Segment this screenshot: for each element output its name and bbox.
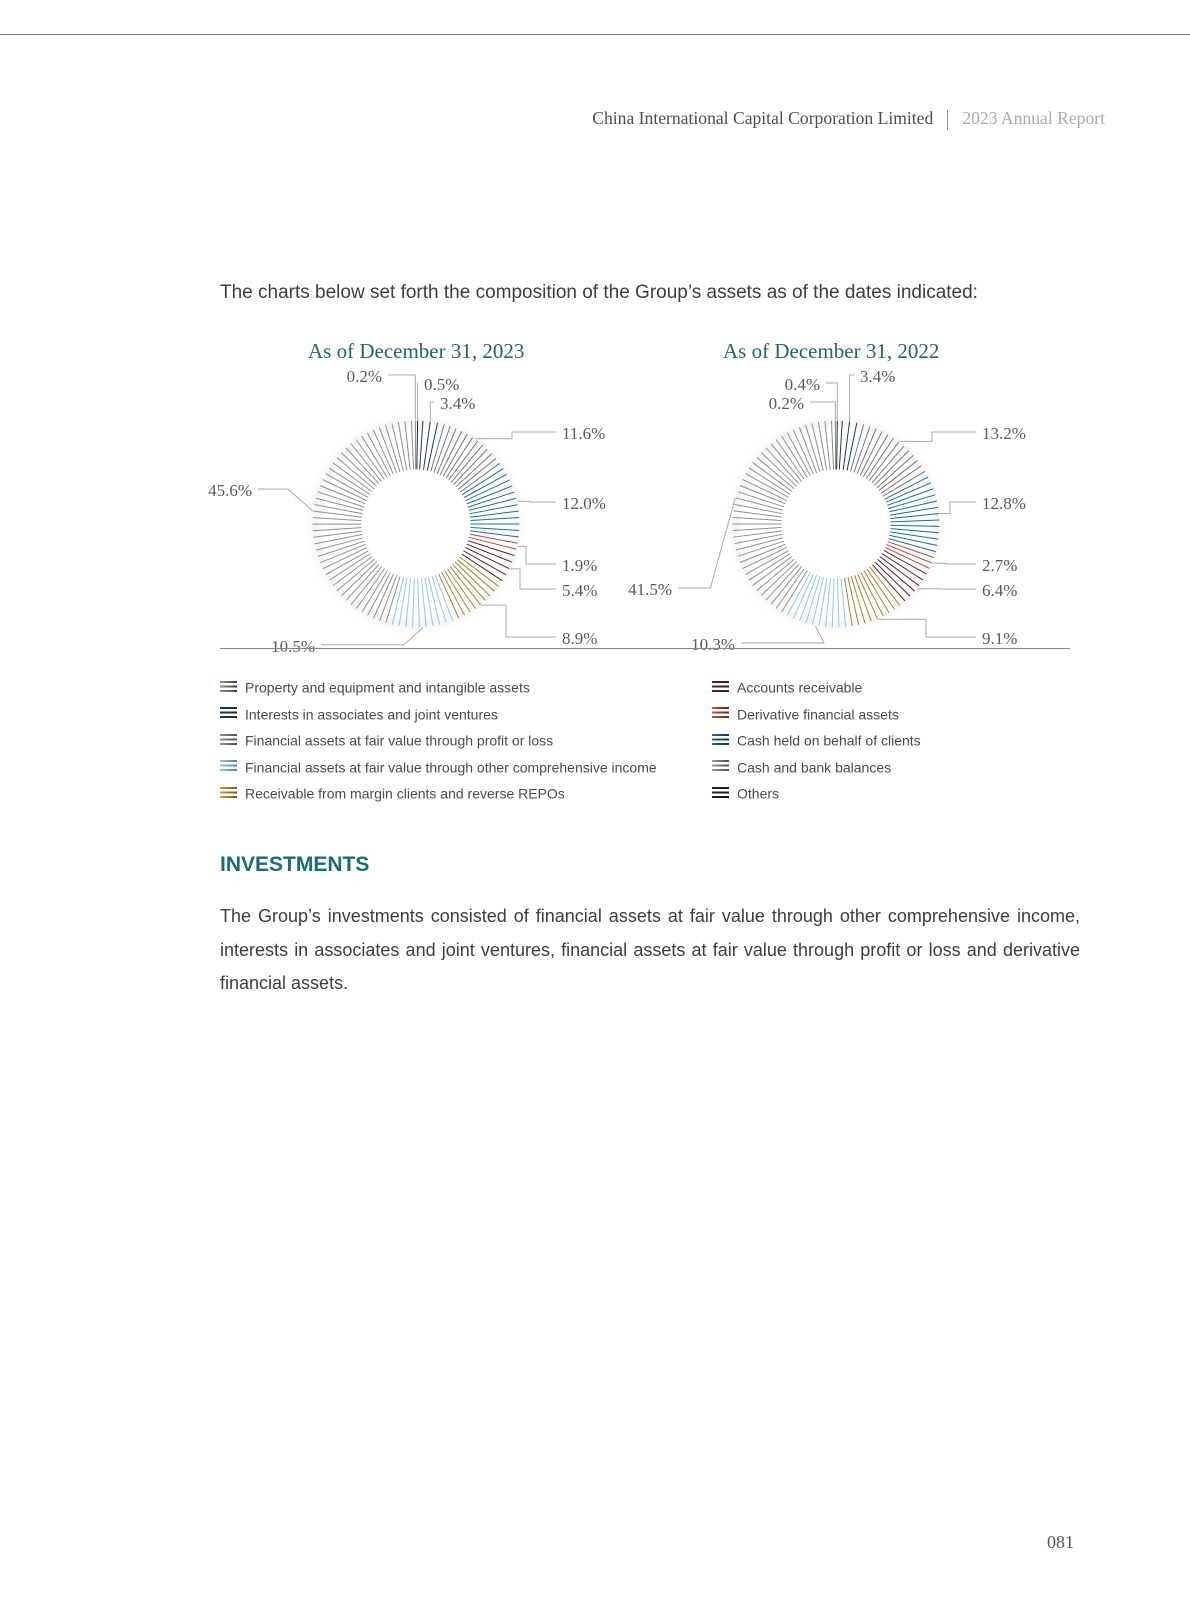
svg-text:1.9%: 1.9% <box>562 556 597 575</box>
svg-text:13.2%: 13.2% <box>982 424 1026 443</box>
svg-text:10.5%: 10.5% <box>271 637 315 656</box>
svg-text:As of December 31, 2022: As of December 31, 2022 <box>723 339 939 363</box>
svg-text:9.1%: 9.1% <box>982 629 1017 648</box>
svg-text:12.8%: 12.8% <box>982 494 1026 513</box>
svg-text:41.5%: 41.5% <box>628 580 672 599</box>
svg-text:45.6%: 45.6% <box>208 481 252 500</box>
svg-text:12.0%: 12.0% <box>562 494 606 513</box>
svg-text:3.4%: 3.4% <box>440 394 475 413</box>
svg-text:2.7%: 2.7% <box>982 556 1017 575</box>
svg-text:6.4%: 6.4% <box>982 581 1017 600</box>
svg-text:10.3%: 10.3% <box>691 635 735 654</box>
svg-text:8.9%: 8.9% <box>562 629 597 648</box>
svg-text:11.6%: 11.6% <box>562 424 605 443</box>
svg-text:As of December 31, 2023: As of December 31, 2023 <box>308 339 524 363</box>
svg-text:5.4%: 5.4% <box>562 581 597 600</box>
svg-text:0.2%: 0.2% <box>769 394 804 413</box>
svg-text:0.5%: 0.5% <box>424 375 459 394</box>
svg-text:3.4%: 3.4% <box>860 367 895 386</box>
svg-text:0.4%: 0.4% <box>785 375 820 394</box>
svg-text:0.2%: 0.2% <box>347 367 382 386</box>
